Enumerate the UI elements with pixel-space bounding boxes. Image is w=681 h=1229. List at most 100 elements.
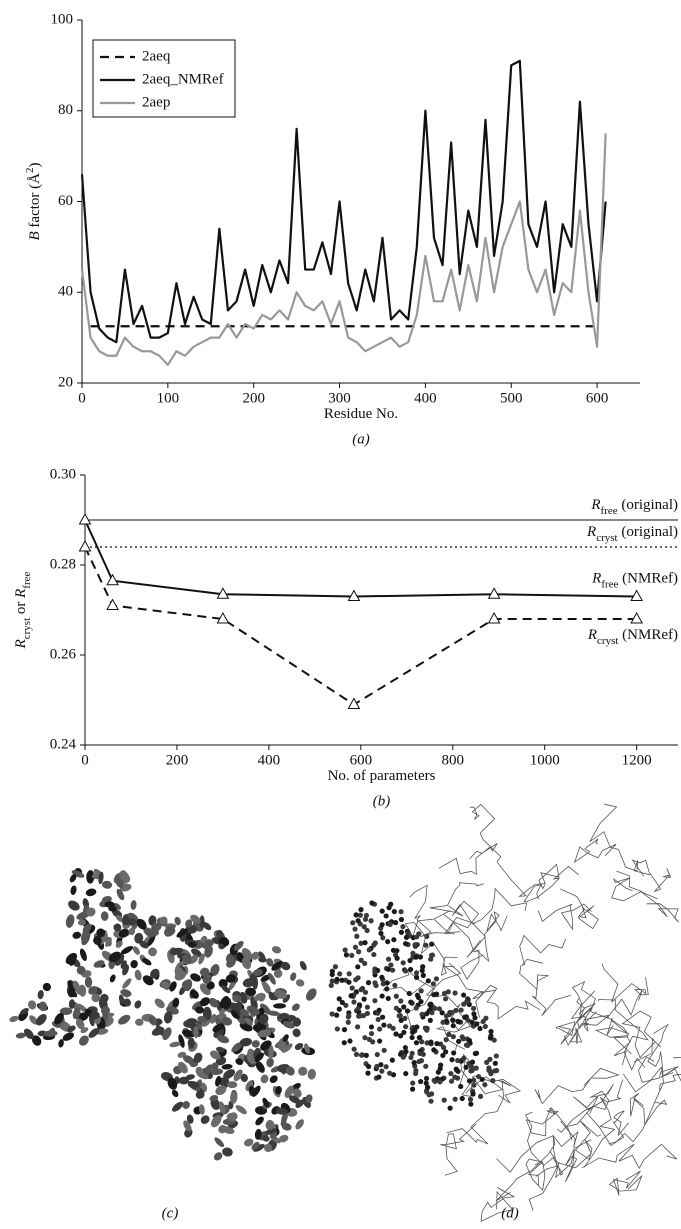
backbone-trace [597, 999, 649, 1071]
atom [447, 1105, 453, 1111]
atom [239, 1008, 250, 1017]
atom [358, 1052, 365, 1058]
atom [467, 1096, 474, 1102]
atom [147, 934, 156, 947]
atom [494, 1067, 500, 1074]
atom [343, 952, 350, 958]
atom [418, 998, 424, 1005]
x-tick-label: 0 [81, 752, 89, 768]
atom [204, 945, 213, 958]
atom [218, 1101, 226, 1114]
atom [398, 1017, 404, 1024]
atom [466, 1078, 473, 1084]
atom [353, 1051, 360, 1058]
backbone-trace [631, 859, 671, 892]
atom [266, 958, 274, 967]
atom [241, 947, 253, 961]
label-part: factor (Å [27, 173, 43, 231]
atom [470, 1005, 477, 1012]
atom [210, 1050, 221, 1060]
atom [448, 1070, 454, 1077]
atom [181, 979, 192, 990]
atom [448, 1009, 455, 1016]
atom [265, 1119, 275, 1131]
atom [488, 1028, 494, 1035]
backbone-trace [611, 870, 643, 902]
atom [342, 947, 348, 953]
atom [169, 1041, 181, 1048]
atom [351, 999, 357, 1005]
marker [630, 589, 643, 601]
atom [136, 918, 147, 930]
atom [411, 1027, 417, 1034]
backbone-trace [606, 990, 643, 1036]
atom [403, 941, 409, 947]
atom [76, 1003, 88, 1013]
atom [230, 1010, 240, 1020]
atom [491, 1037, 497, 1043]
atom [164, 928, 176, 937]
atom [150, 968, 160, 979]
atom [426, 1092, 432, 1098]
atom [461, 1055, 467, 1061]
atom [469, 1019, 475, 1025]
atom [402, 968, 409, 974]
atom [334, 1026, 340, 1032]
atom [370, 1039, 376, 1045]
atom [412, 942, 418, 948]
atom [362, 940, 368, 946]
backbone-trace [438, 843, 498, 876]
atom [163, 1011, 173, 1024]
marker [78, 539, 92, 552]
atom [226, 1112, 236, 1122]
atom [469, 1067, 475, 1074]
atom [483, 1015, 489, 1021]
y-axis-label: B factor (Å2) [24, 163, 44, 241]
legend-label: 2aep [142, 94, 170, 110]
legend-label: 2aeq_NMRef [142, 71, 224, 87]
atom [221, 1064, 233, 1070]
atom [375, 1016, 381, 1023]
atom [336, 1006, 342, 1012]
atom [260, 1040, 272, 1051]
atom [413, 974, 420, 980]
backbone-trace [583, 1079, 624, 1168]
atom [487, 1056, 493, 1062]
atom [225, 974, 236, 983]
atom [232, 1001, 243, 1014]
backbone-trace [429, 882, 484, 917]
atom [488, 1033, 494, 1039]
atom [449, 1057, 455, 1063]
atom [67, 1025, 76, 1033]
atom [380, 935, 386, 941]
atom [452, 1074, 458, 1080]
atom [118, 1014, 131, 1025]
atom [390, 1025, 396, 1031]
atom [411, 1060, 417, 1066]
atom [336, 996, 342, 1002]
atom [413, 954, 419, 960]
atom [371, 942, 377, 948]
x-tick-label: 200 [166, 752, 189, 768]
atom [416, 1035, 422, 1041]
atom [368, 1024, 375, 1030]
backbone-trace [549, 1120, 602, 1169]
x-tick-label: 1000 [530, 752, 560, 768]
atom [187, 1037, 195, 1049]
label-part: (NMRef) [618, 627, 678, 643]
atom [484, 1059, 490, 1065]
atom [398, 909, 404, 915]
atom [230, 1091, 238, 1104]
label-part: (original) [618, 524, 678, 540]
atom [477, 1093, 484, 1100]
label-part: B [27, 231, 43, 240]
atom [227, 1081, 238, 1089]
label-part: R [13, 639, 29, 649]
y-tick-label: 40 [58, 284, 73, 300]
atom [469, 1059, 476, 1065]
atom [475, 1073, 482, 1080]
atom [474, 1021, 480, 1027]
atom [199, 967, 210, 977]
